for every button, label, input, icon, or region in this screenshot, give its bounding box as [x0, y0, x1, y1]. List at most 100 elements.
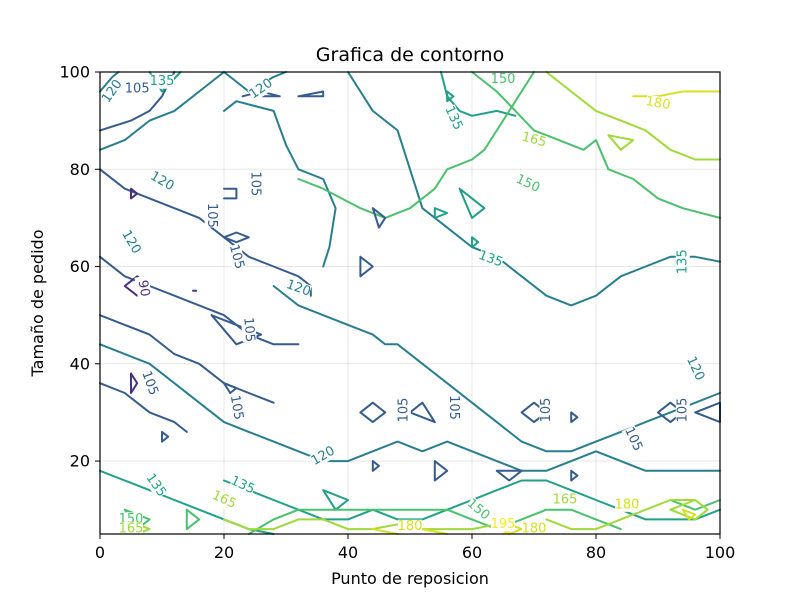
contour-label-120: 120	[683, 354, 707, 383]
contour-label-135: 135	[150, 74, 175, 89]
contour-label-bg	[119, 522, 143, 537]
contour-label-195: 195	[491, 517, 516, 532]
contour-label-180: 180	[615, 497, 640, 512]
contour-label-165: 165	[119, 522, 144, 537]
contour-label-135: 135	[228, 473, 257, 497]
contour-line-180	[632, 90, 721, 98]
contour-line-135	[322, 489, 349, 511]
contour-line-135	[433, 207, 449, 219]
contour-line-105	[210, 314, 263, 346]
chart-title: Grafica de contorno	[316, 44, 504, 66]
contour-label-135: 135	[441, 104, 465, 133]
x-tick-label: 80	[586, 543, 606, 562]
contour-label-bg	[539, 397, 554, 422]
contour-label-bg	[227, 394, 246, 421]
contour-label-120: 120	[284, 277, 312, 300]
contour-label-bg	[683, 354, 707, 383]
contour-label-bg	[621, 425, 645, 454]
y-tick-label: 80	[70, 160, 90, 179]
contour-line-105	[223, 231, 250, 244]
contour-line-105	[371, 460, 380, 472]
contour-label-135: 135	[675, 249, 690, 274]
contour-label-bg	[226, 243, 247, 271]
contour-line-90	[130, 187, 139, 200]
contour-lines	[99, 71, 721, 535]
contour-label-bg	[491, 517, 515, 532]
contour-label-bg	[513, 172, 542, 196]
contour-line-105	[223, 187, 238, 200]
contour-line-120	[99, 71, 120, 93]
contour-line-135	[440, 71, 517, 117]
contour-label-bg	[143, 471, 169, 500]
contour-label-90: 90	[135, 279, 153, 298]
contour-line-135	[471, 236, 480, 249]
contour-label-bg	[464, 496, 492, 523]
contour-label-bg	[491, 72, 515, 87]
contour-line-105	[570, 469, 579, 482]
contour-label-bg	[441, 104, 465, 133]
contour-line-135	[446, 90, 455, 103]
contour-label-105: 105	[125, 82, 150, 97]
contour-label-120: 120	[247, 76, 276, 103]
plot-frame	[99, 71, 721, 535]
contour-line-120	[99, 71, 225, 151]
contour-line-165	[545, 71, 721, 161]
contour-label-150: 150	[513, 172, 542, 196]
contour-label-bg	[228, 473, 257, 497]
contour-line-120	[347, 71, 721, 307]
contour-label-bg	[204, 203, 219, 228]
y-axis-ticks: 20 40 60 80 100	[59, 63, 100, 471]
contour-label-105: 105	[204, 203, 219, 228]
contour-line-150	[185, 508, 201, 531]
contour-line-105	[161, 430, 170, 443]
contour-label-bg	[284, 277, 313, 300]
contour-line-120	[99, 343, 721, 472]
contour-line-105	[99, 255, 300, 346]
contour-label-120: 120	[99, 77, 126, 106]
contour-label-180: 180	[398, 519, 423, 534]
contour-line-150	[247, 508, 622, 535]
x-axis-label: Punto de reposicion	[331, 569, 489, 588]
contour-label-bg	[134, 275, 153, 302]
contour-label-150: 150	[491, 72, 516, 87]
contour-label-150: 150	[464, 496, 493, 523]
contour-line-105	[433, 460, 449, 482]
contour-label-105: 105	[446, 395, 461, 420]
x-tick-label: 100	[705, 543, 736, 562]
contour-label-105: 105	[248, 171, 263, 196]
contour-label-bg	[675, 249, 690, 274]
contour-line-105	[371, 207, 387, 229]
contour-label-165: 165	[520, 130, 548, 151]
contour-line-150	[297, 71, 535, 219]
contour-line-165	[223, 518, 498, 531]
contour-label-120: 120	[118, 228, 143, 257]
x-tick-label: 60	[462, 543, 482, 562]
contour-label-135: 135	[476, 248, 504, 271]
contour-line-90	[130, 372, 139, 394]
contour-label-bg	[553, 492, 577, 507]
contour-label-105: 105	[396, 398, 411, 423]
contour-label-105: 105	[226, 243, 247, 271]
contour-label-180: 180	[522, 522, 547, 537]
contour-label-bg	[99, 77, 126, 106]
contour-label-bg	[210, 488, 238, 512]
contour-line-105	[694, 401, 721, 424]
contour-line-150	[669, 499, 721, 511]
y-tick-label: 20	[70, 452, 90, 471]
contour-line-105	[297, 90, 325, 98]
contour-line-120	[272, 285, 721, 453]
contour-label-bg	[644, 94, 672, 113]
y-tick-label: 100	[59, 63, 90, 82]
contour-label-bg	[248, 171, 262, 196]
contour-line-165	[545, 499, 697, 531]
x-tick-label: 0	[95, 543, 105, 562]
contour-line-105	[570, 411, 579, 424]
contour-label-bg	[520, 130, 548, 150]
x-tick-label: 40	[338, 543, 358, 562]
x-axis-ticks: 0 20 40 60 80 100	[95, 534, 735, 562]
contour-label-bg	[309, 444, 338, 469]
contour-label-105: 105	[621, 425, 645, 454]
contour-label-bg	[446, 395, 461, 420]
